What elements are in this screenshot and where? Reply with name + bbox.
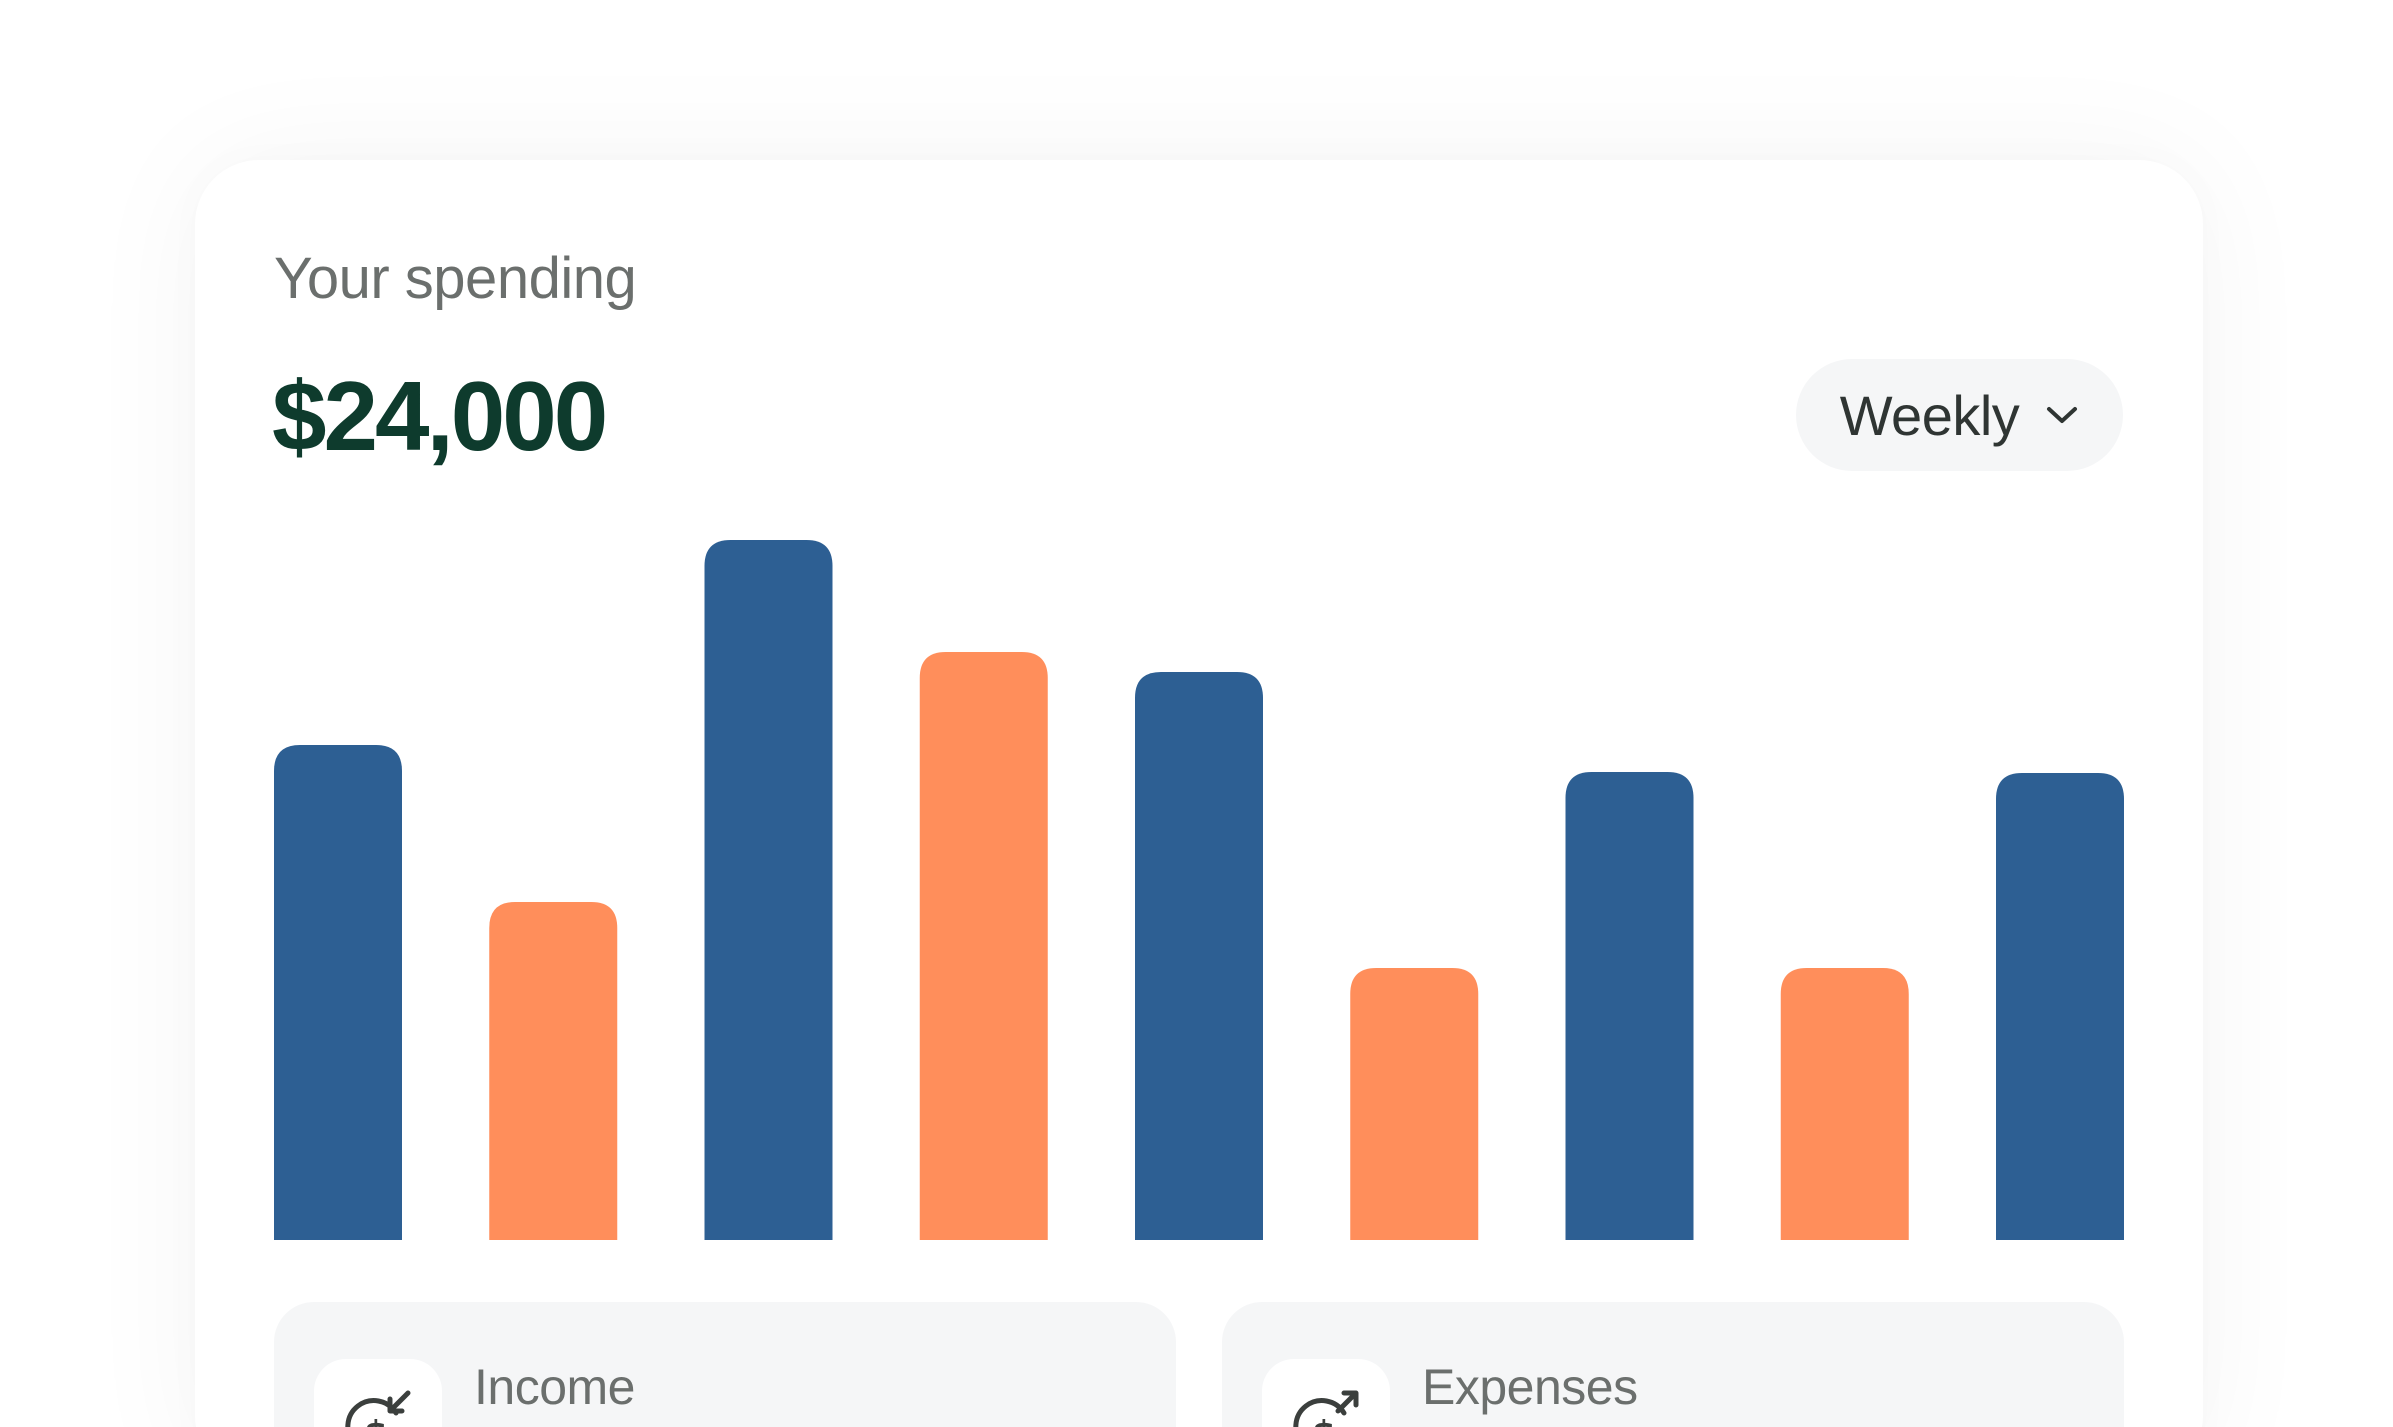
income-icon: $: [345, 1390, 411, 1427]
income-icon-tile: $: [314, 1359, 442, 1427]
chart-bar: [704, 540, 833, 1240]
chart-bar: [1996, 773, 2124, 1240]
income-label: Income: [474, 1359, 635, 1415]
expenses-icon-tile: $: [1262, 1359, 1390, 1427]
period-dropdown[interactable]: Weekly: [1796, 359, 2123, 471]
chart-bar: [919, 652, 1048, 1240]
spending-card: Your spending $24,000 Weekly $ Income: [195, 160, 2203, 1427]
svg-text:$: $: [364, 1414, 388, 1427]
chart-bar: [1350, 968, 1479, 1240]
svg-text:$: $: [1312, 1414, 1336, 1427]
total-spending: $24,000: [272, 361, 608, 471]
chart-bar: [489, 902, 618, 1240]
chart-bar: [1780, 968, 1909, 1240]
expenses-icon: $: [1293, 1390, 1359, 1427]
card-title: Your spending: [274, 246, 637, 311]
spending-bar-chart: [274, 540, 2124, 1240]
period-label: Weekly: [1839, 383, 2020, 447]
expenses-label: Expenses: [1422, 1359, 1638, 1415]
chart-bar: [1565, 772, 1694, 1240]
chart-bar: [274, 745, 402, 1240]
expenses-panel[interactable]: $ Expenses: [1222, 1302, 2124, 1427]
income-panel[interactable]: $ Income: [274, 1302, 1176, 1427]
chart-bar: [1135, 672, 1263, 1240]
chevron-down-icon: [2047, 407, 2078, 423]
